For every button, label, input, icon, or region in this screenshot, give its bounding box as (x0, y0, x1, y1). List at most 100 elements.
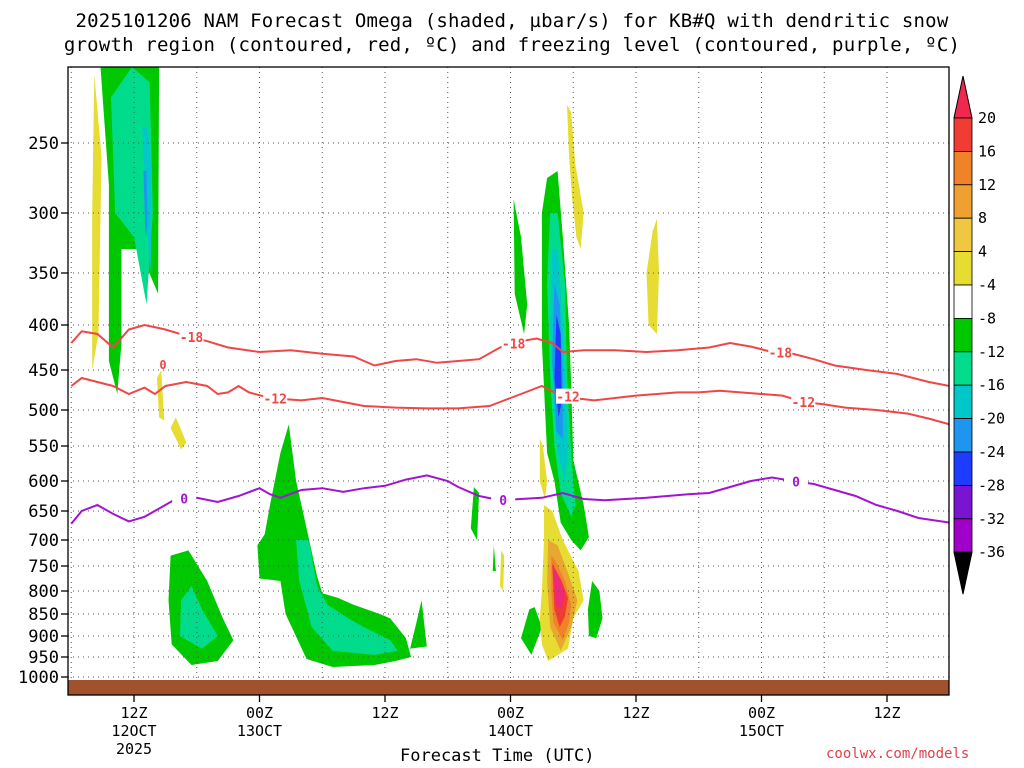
omega-region--20-3 (143, 171, 148, 237)
y-tick-label-1000: 1000 (18, 668, 59, 688)
contour-label-bg--12-0 (263, 390, 288, 406)
colorbar-box-13 (953, 518, 973, 553)
omega-region-4-5 (157, 370, 165, 421)
contour-label--18-2: -18 (769, 347, 793, 362)
colorbar-label-2: 12 (978, 176, 996, 194)
y-tick-label-450: 450 (28, 361, 59, 381)
colorbar-bottom-triangle (953, 551, 973, 595)
omega-region--8-16 (521, 607, 542, 655)
y-tick-label-950: 950 (28, 648, 59, 668)
colorbar-label-1: 16 (978, 142, 996, 160)
colorbar-label-11: -28 (978, 476, 1005, 494)
omega-region--8-29 (587, 581, 603, 639)
plot-frame (67, 66, 950, 696)
x-tick-label-36: 12Z (371, 704, 398, 722)
colorbar-top-triangle (953, 75, 973, 119)
terrain-band (68, 680, 949, 695)
contour-label-bg-0-2 (784, 473, 809, 489)
contour-label-bg--12-1 (556, 388, 581, 404)
contour-label-bg-0-0 (172, 490, 197, 506)
y-tick-label-350: 350 (28, 264, 59, 284)
x-tick-label-24: 00Z (246, 704, 273, 722)
colorbar-label-6: -8 (978, 309, 996, 327)
colorbar-box-2 (953, 150, 973, 186)
colorbar-box-3 (953, 184, 973, 219)
colorbar-label-0: 20 (978, 109, 996, 127)
colorbar-label-9: -20 (978, 410, 1005, 428)
y-tick-label-900: 900 (28, 627, 59, 647)
y-tick-label-300: 300 (28, 204, 59, 224)
omega-region-4-23 (539, 438, 548, 499)
contour-label-0-0: 0 (180, 493, 188, 508)
contour-label--12-1: -12 (556, 391, 579, 406)
site-credit[interactable]: coolwx.com/models (826, 746, 970, 762)
y-tick-label-500: 500 (28, 401, 59, 421)
omega-region-4-22 (567, 105, 584, 249)
colorbar-label-8: -16 (978, 376, 1005, 394)
omega-region-4-6 (170, 417, 187, 450)
omega-region--8-9 (257, 424, 412, 667)
colorbar-box-8 (953, 351, 973, 386)
x-tick-year-12: 2025 (116, 740, 152, 758)
y-tick-label-550: 550 (28, 437, 59, 457)
colorbar-box-4 (953, 217, 973, 252)
y-tick-label-250: 250 (28, 134, 59, 154)
omega-region--8-12 (470, 487, 480, 540)
x-tick-label-60: 12Z (622, 704, 649, 722)
x-tick-label-12: 12Z (120, 704, 147, 722)
colorbar-box-7 (953, 317, 973, 353)
colorbar-label-3: 8 (978, 209, 987, 227)
contour-label-bg-0-1 (491, 492, 516, 508)
contour-label-0-2: 0 (792, 475, 800, 490)
colorbar-label-4: 4 (978, 243, 987, 261)
omega-region--16-2 (142, 127, 152, 273)
y-tick-label-850: 850 (28, 605, 59, 625)
contour-label-bg--12-2 (791, 394, 816, 409)
plot-area (68, 67, 949, 695)
omega-region-4-30 (646, 219, 659, 334)
x-tick-date-48: 14OCT (488, 722, 533, 740)
colorbar-box-6 (953, 284, 973, 319)
y-tick-label-600: 600 (28, 472, 59, 492)
colorbar-label-5: -4 (978, 276, 996, 294)
contour-label-0-1: 0 (499, 494, 507, 509)
omega-region--12-1 (111, 67, 153, 305)
contour-label--18-0: -18 (180, 331, 204, 346)
y-tick-label-750: 750 (28, 557, 59, 577)
omega-region-4-4 (92, 74, 102, 370)
contour-label-0-red: 0 (159, 358, 166, 372)
colorbar-box-9 (953, 384, 973, 420)
y-tick-label-800: 800 (28, 582, 59, 602)
colorbar-label-13: -36 (978, 543, 1005, 561)
omega-region--12-8 (180, 586, 218, 649)
contour-label--12-0: -12 (263, 392, 286, 407)
x-tick-label-72: 00Z (748, 704, 775, 722)
chart-title-line2: growth region (contoured, red, ºC) and f… (63, 34, 961, 56)
colorbar-box-1 (953, 117, 973, 152)
x-tick-date-72: 15OCT (739, 722, 784, 740)
omega-region--8-11 (410, 600, 427, 649)
omega-region-20-28 (552, 566, 565, 610)
x-tick-label-84: 12Z (873, 704, 900, 722)
colorbar-label-10: -24 (978, 443, 1005, 461)
omega-region--8-13 (492, 545, 496, 571)
y-tick-label-650: 650 (28, 502, 59, 522)
x-tick-date-12: 12OCT (111, 722, 156, 740)
omega-region--12-10 (296, 540, 398, 655)
x-tick-label-48: 00Z (497, 704, 524, 722)
contour-label-bg--18-1 (501, 335, 526, 351)
contour-label--12-2: -12 (792, 396, 815, 411)
contour-line--12 (70, 376, 949, 426)
chart-title-line1: 2025101206 NAM Forecast Omega (shaded, µ… (75, 10, 949, 32)
omega-region--8-15 (513, 199, 528, 334)
omega-region-4-14 (500, 550, 505, 591)
y-tick-label-400: 400 (28, 316, 59, 336)
colorbar-box-5 (953, 251, 973, 286)
colorbar-label-7: -12 (978, 343, 1005, 361)
contour-label--18-1: -18 (502, 337, 526, 352)
colorbar-box-10 (953, 418, 973, 453)
x-tick-date-24: 13OCT (237, 722, 282, 740)
colorbar-box-11 (953, 451, 973, 486)
colorbar-box-12 (953, 484, 973, 520)
